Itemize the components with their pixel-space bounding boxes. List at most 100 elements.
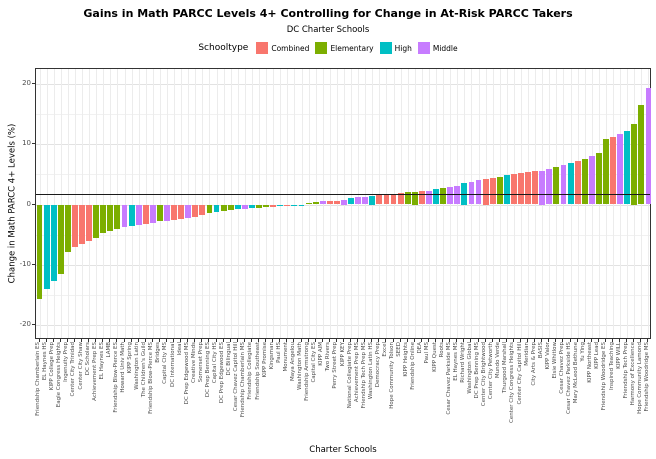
bar-friendship-blow-pierce-es bbox=[114, 204, 121, 230]
x-tick-mark bbox=[38, 339, 40, 342]
gridline-x bbox=[294, 69, 296, 338]
bar-friendship-online bbox=[411, 191, 418, 205]
x-tick-mark bbox=[569, 339, 571, 342]
x-tick-mark bbox=[173, 339, 175, 342]
x-axis-label: City Arts & Prep bbox=[530, 342, 537, 386]
bar-democracy-prep bbox=[376, 195, 383, 205]
y-tick-mark bbox=[32, 263, 35, 265]
x-axis-label: Perry Street Prep bbox=[332, 342, 339, 389]
x-axis-label: Center City Shaw bbox=[77, 342, 84, 390]
x-axis-label: DC Scholars bbox=[84, 342, 91, 376]
x-axis-label: KIPP Quest bbox=[431, 342, 438, 372]
bar-kipp-promise bbox=[263, 204, 270, 208]
y-tick-label-20: 20 bbox=[22, 78, 31, 87]
x-axis-label: National Collegiate Prep bbox=[346, 342, 353, 409]
x-tick-mark bbox=[534, 339, 536, 342]
x-axis-label: Inspired Teaching bbox=[608, 342, 615, 390]
gridline-x bbox=[251, 69, 253, 338]
x-axis-label: Paul HS bbox=[275, 342, 282, 363]
legend-swatch-middle bbox=[417, 42, 430, 54]
bar-capital-city-es bbox=[312, 202, 319, 205]
y-tick-label-0: 0 bbox=[26, 199, 31, 208]
x-axis-label: Cesar Chavez Prep bbox=[558, 342, 565, 394]
x-axis-label: Friendship Woodridge MS bbox=[643, 342, 650, 412]
legend-item-elementary: Elementary bbox=[315, 42, 374, 54]
x-tick-mark bbox=[321, 339, 323, 342]
x-axis-label: BASIS bbox=[537, 342, 544, 359]
gridline-y--5 bbox=[36, 234, 650, 236]
bar-center-city-petworth bbox=[489, 177, 496, 205]
x-axis-label: LAMB bbox=[105, 342, 112, 358]
legend: Schooltype Combined Elementary High Middle bbox=[0, 40, 656, 56]
gridline-x bbox=[209, 69, 211, 338]
x-tick-mark bbox=[151, 339, 153, 342]
bar-washington-latin-hs bbox=[369, 196, 376, 205]
gridline-x bbox=[103, 69, 105, 338]
bar-achievement-prep-es bbox=[93, 204, 100, 238]
bar-cesar-chavez-parkside-ms bbox=[447, 186, 454, 205]
bar-center-city-shaw bbox=[79, 204, 85, 245]
x-axis-label: Hope Community Tolson bbox=[389, 342, 396, 409]
gridline-x bbox=[124, 69, 126, 338]
x-tick-mark bbox=[52, 339, 54, 342]
gridline-x bbox=[145, 69, 147, 338]
bar-cesar-chavez-prep bbox=[560, 165, 567, 205]
chart-subtitle: DC Charter Schools bbox=[286, 25, 370, 35]
bar-kipp-college-prep bbox=[50, 204, 57, 281]
x-tick-mark bbox=[427, 339, 429, 342]
x-tick-mark bbox=[328, 339, 330, 342]
x-axis-label: Creative Minds bbox=[190, 342, 197, 383]
bar-washington-math bbox=[298, 204, 305, 206]
x-tick-mark bbox=[258, 339, 260, 342]
gridline-x bbox=[117, 69, 119, 338]
bar-center-city-trinidad bbox=[72, 204, 78, 248]
x-axis-label: Richard Wright bbox=[459, 342, 466, 383]
x-axis-title: Charter Schools bbox=[309, 445, 377, 455]
x-tick-mark bbox=[590, 339, 592, 342]
bar-hope-community-lamond bbox=[638, 104, 645, 205]
x-axis-label: KIPP KEY bbox=[339, 342, 346, 367]
bar-perry-street-prep bbox=[333, 200, 340, 205]
x-axis-label: Washington Math bbox=[297, 342, 304, 390]
x-tick-mark bbox=[562, 339, 564, 342]
bar-cesar-chavez-capitol-hill bbox=[234, 204, 241, 210]
gridline-y-0 bbox=[36, 204, 650, 206]
x-tick-mark bbox=[59, 339, 61, 342]
gridline-x bbox=[82, 69, 84, 338]
x-tick-mark bbox=[364, 339, 366, 342]
legend-item-middle: Middle bbox=[417, 42, 458, 54]
x-tick-mark bbox=[73, 339, 75, 342]
x-axis-label: Elsie Whitlow bbox=[551, 342, 558, 379]
bar-dc-international bbox=[171, 204, 177, 220]
bar-friendship-tech-prep-ms bbox=[362, 196, 369, 205]
x-axis-label: EL Haynes MS bbox=[452, 342, 459, 381]
x-tick-mark bbox=[583, 339, 585, 342]
bar-hope-community-tolson bbox=[390, 194, 397, 205]
legend-label: High bbox=[394, 43, 412, 53]
x-tick-mark bbox=[498, 339, 500, 342]
x-tick-mark bbox=[343, 339, 344, 342]
x-axis-label: Friendship Blow-Pierce ES bbox=[112, 342, 119, 413]
bar-friendship-chamberlain-es bbox=[36, 204, 43, 299]
x-tick-mark bbox=[647, 339, 649, 342]
x-axis-label: DC Prep Benning ES bbox=[204, 342, 211, 398]
gridline-y-5 bbox=[36, 174, 650, 176]
gridline-x bbox=[174, 69, 176, 338]
x-tick-mark bbox=[144, 339, 146, 342]
x-tick-mark bbox=[123, 339, 125, 342]
gridline-x bbox=[39, 69, 41, 338]
gridline-y--15 bbox=[36, 295, 650, 297]
x-axis-label: Harmony of Excellence bbox=[629, 342, 636, 406]
bar-lamb bbox=[107, 204, 114, 231]
bar-friendship-chamberlain-ms bbox=[241, 204, 248, 209]
x-tick-mark bbox=[279, 339, 281, 342]
bar-center-city-capitol-hill bbox=[518, 173, 524, 205]
bar-inspired-teaching bbox=[610, 137, 616, 205]
x-tick-mark bbox=[250, 339, 252, 342]
bar-friendship-collegiate bbox=[249, 204, 255, 209]
bar-kipp-spring bbox=[128, 204, 135, 227]
bar-dc-scholars bbox=[86, 204, 93, 241]
gridline-x bbox=[216, 69, 218, 338]
x-tick-mark bbox=[81, 339, 83, 342]
x-tick-mark bbox=[350, 339, 352, 342]
